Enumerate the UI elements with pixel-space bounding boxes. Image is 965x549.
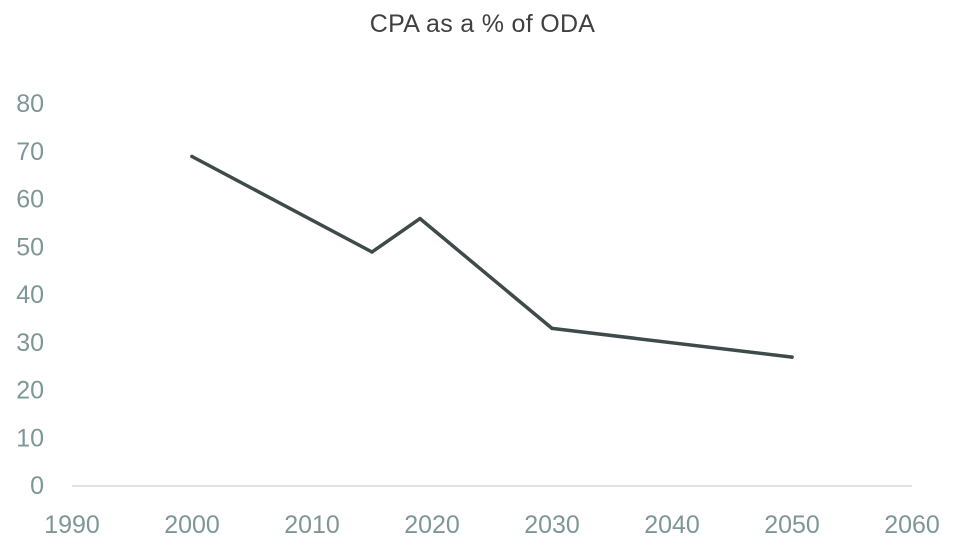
y-tick-label-10: 10 — [16, 424, 44, 452]
y-tick-label-0: 0 — [30, 472, 44, 500]
x-tick-label-2060: 2060 — [884, 511, 940, 539]
x-tick-label-2000: 2000 — [164, 511, 220, 539]
data-point-2050 — [790, 355, 794, 359]
y-tick-label-20: 20 — [16, 377, 44, 405]
y-tick-label-70: 70 — [16, 138, 44, 166]
x-tick-label-2010: 2010 — [284, 511, 340, 539]
x-axis-ticks: 1990 2000 2010 2020 2030 2040 2050 2060 — [44, 511, 940, 539]
data-point-2000 — [190, 154, 194, 159]
y-tick-label-30: 30 — [16, 329, 44, 357]
x-tick-label-2050: 2050 — [764, 511, 820, 539]
data-point-2015 — [370, 250, 374, 254]
series-line-0 — [190, 154, 794, 359]
data-point-2030 — [550, 326, 554, 331]
y-axis-ticks: 0 10 20 30 40 50 60 70 80 — [16, 90, 44, 500]
y-tick-label-80: 80 — [16, 90, 44, 118]
y-tick-label-60: 60 — [16, 186, 44, 214]
data-point-2019 — [418, 216, 422, 221]
series-group — [190, 154, 794, 359]
y-tick-label-40: 40 — [16, 281, 44, 309]
chart-title: CPA as a % of ODA — [369, 10, 596, 38]
y-tick-label-50: 50 — [16, 233, 44, 261]
x-tick-label-2020: 2020 — [404, 511, 460, 539]
x-tick-label-1990: 1990 — [44, 511, 100, 539]
x-tick-label-2040: 2040 — [644, 511, 700, 539]
x-tick-label-2030: 2030 — [524, 511, 580, 539]
